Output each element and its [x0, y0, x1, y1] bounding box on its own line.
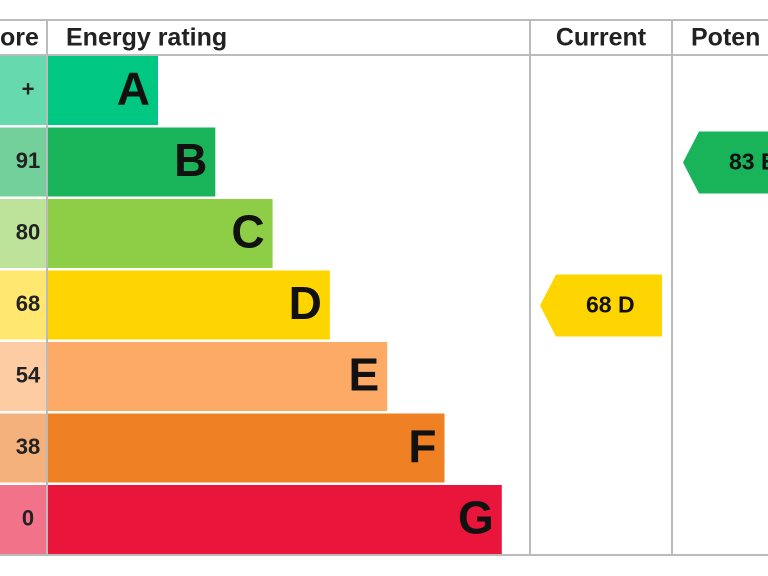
- current-arrow: [540, 274, 662, 337]
- band-letter: E: [349, 349, 380, 401]
- rating-band: [48, 413, 445, 483]
- rating-band: [48, 485, 502, 554]
- score-cell: [0, 342, 46, 411]
- current-header: Current: [556, 24, 647, 52]
- rating-band: [48, 56, 158, 125]
- rating-band: [48, 127, 216, 197]
- score-label: 38: [16, 434, 40, 459]
- band-letter: D: [289, 277, 322, 329]
- rating-header: Energy rating: [66, 24, 227, 52]
- band-letter: C: [231, 206, 264, 258]
- score-label: 0: [22, 505, 34, 530]
- score-header: ore: [0, 24, 39, 52]
- score-cell: [0, 485, 46, 554]
- score-cell: [0, 56, 46, 125]
- rating-band: [48, 342, 388, 411]
- potential-arrow: [683, 131, 768, 194]
- score-label: 80: [16, 219, 40, 244]
- score-label: +: [22, 76, 35, 101]
- score-label: 54: [16, 362, 41, 387]
- score-label: 91: [16, 148, 40, 173]
- potential-label: 83 B: [729, 149, 768, 175]
- rating-band: [48, 199, 273, 268]
- score-cell: [0, 270, 46, 340]
- rating-band: [48, 270, 330, 340]
- current-label: 68 D: [586, 292, 635, 318]
- band-letter: G: [458, 492, 494, 544]
- band-letter: B: [174, 134, 207, 186]
- band-letter: A: [117, 63, 150, 115]
- score-label: 68: [16, 291, 40, 316]
- band-letter: F: [408, 420, 436, 472]
- score-cell: [0, 413, 46, 483]
- score-cell: [0, 127, 46, 197]
- score-cell: [0, 199, 46, 268]
- potential-header: Poten: [691, 24, 760, 52]
